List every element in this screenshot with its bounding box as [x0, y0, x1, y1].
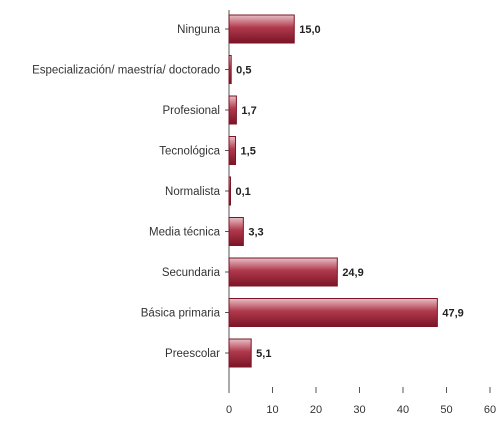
category-label: Especialización/ maestría/ doctorado [32, 65, 220, 77]
bar [228, 95, 237, 125]
x-tick-label: 60 [484, 404, 496, 416]
bar [228, 257, 338, 287]
bar [228, 176, 231, 206]
category-label: Secundaria [162, 267, 221, 279]
bar [228, 14, 295, 44]
value-label: 24,9 [342, 267, 363, 279]
bar [228, 55, 232, 84]
value-label: 0,1 [236, 186, 251, 198]
x-tick-label: 20 [310, 404, 322, 416]
value-label: 3,3 [248, 227, 263, 239]
value-label: 15,0 [299, 24, 320, 36]
value-label: 1,5 [241, 146, 256, 158]
bars [228, 14, 438, 368]
category-label: Profesional [162, 105, 220, 117]
bar [228, 338, 252, 368]
category-label: Ninguna [177, 24, 220, 36]
axes [225, 10, 491, 393]
bar [228, 217, 244, 246]
value-label: 1,7 [241, 105, 256, 117]
x-tick-label: 10 [266, 404, 278, 416]
category-label: Media técnica [149, 227, 221, 239]
value-label: 47,9 [442, 308, 463, 320]
value-label: 5,1 [256, 348, 271, 360]
category-label: Preescolar [165, 348, 220, 360]
bar [228, 136, 237, 165]
category-label: Normalista [165, 186, 221, 198]
labels: 0 10 20 30 40 50 60 Ninguna 15,0 Especialización/… [32, 24, 496, 416]
x-tick-label: 0 [226, 404, 232, 416]
category-label: Tecnológica [159, 146, 220, 158]
x-tick-label: 40 [397, 404, 409, 416]
bar [228, 298, 438, 327]
x-tick-label: 30 [353, 404, 365, 416]
category-label: Básica primaria [141, 308, 221, 320]
value-label: 0,5 [236, 65, 251, 77]
x-tick-label: 50 [440, 404, 452, 416]
